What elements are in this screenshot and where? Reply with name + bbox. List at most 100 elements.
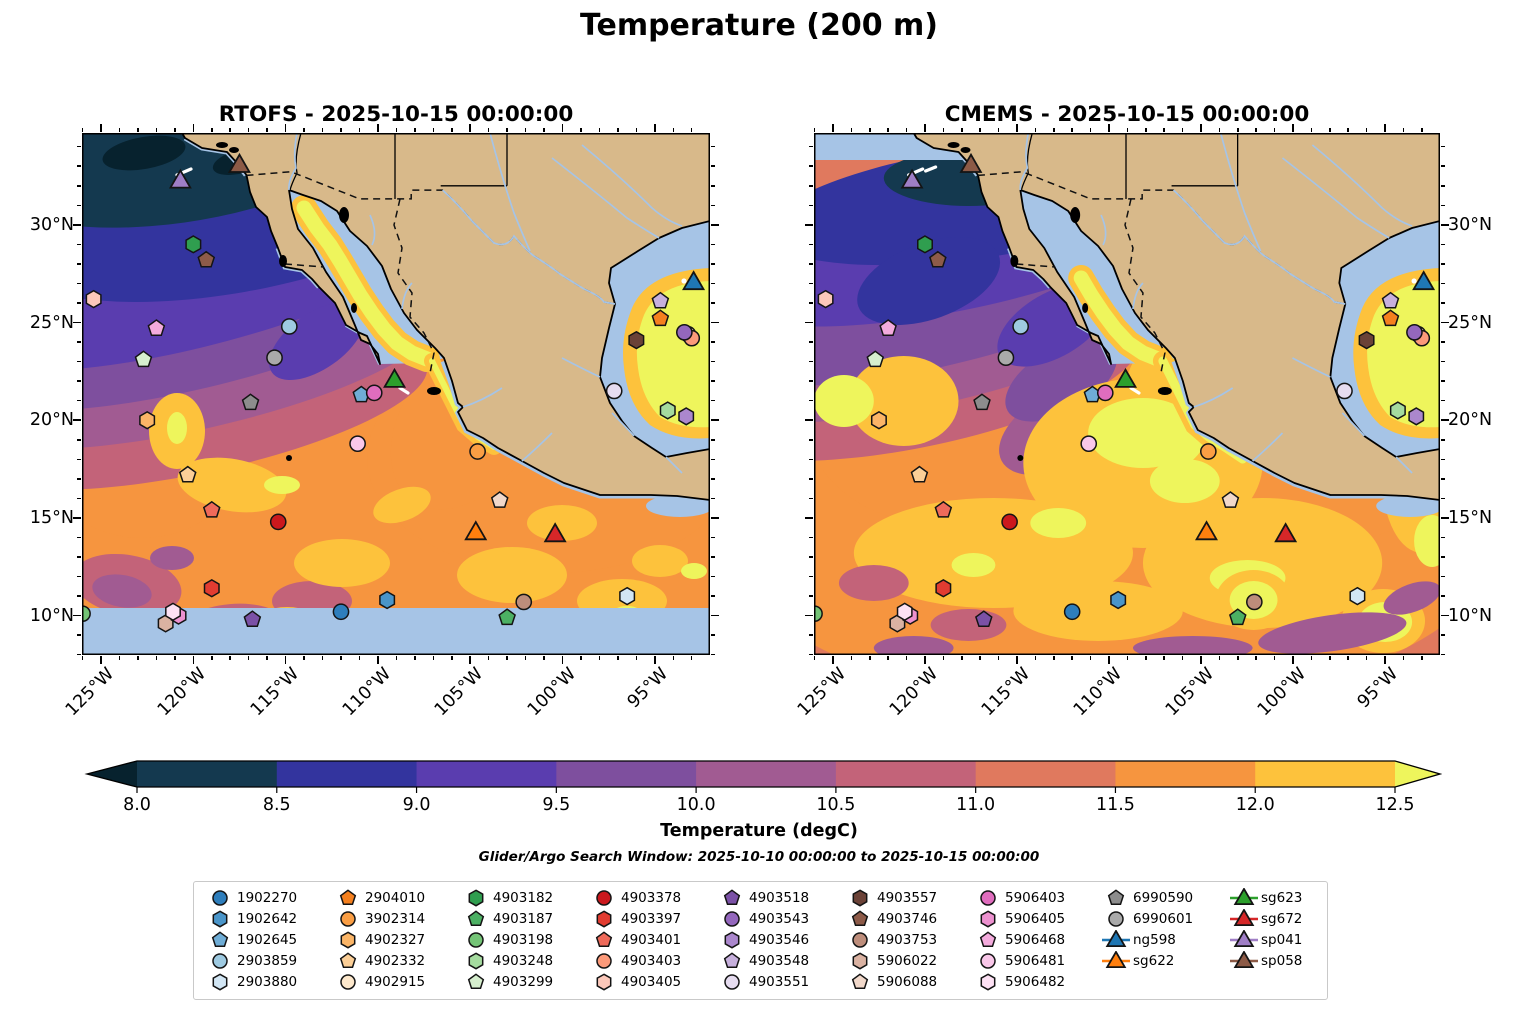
axis-tick bbox=[524, 656, 527, 660]
axis-tick bbox=[77, 185, 81, 187]
legend-item-6990601: 6990601 bbox=[1101, 909, 1193, 929]
axis-tick bbox=[1441, 536, 1445, 539]
legend-label: 4903401 bbox=[621, 932, 682, 948]
axis-tick bbox=[1163, 656, 1165, 660]
float-marker-icon bbox=[340, 911, 356, 927]
lon-tick-label: 110°W bbox=[338, 664, 396, 721]
lon-tick-label: 105°W bbox=[431, 664, 488, 721]
axis-tick bbox=[1347, 128, 1349, 132]
float-marker-icon bbox=[1107, 889, 1125, 905]
panel-title-cmems: CMEMS - 2025-10-15 00:00:00 bbox=[944, 102, 1310, 127]
platform-marker-6990590 bbox=[973, 393, 991, 411]
axis-tick bbox=[137, 128, 139, 132]
axis-tick bbox=[1329, 128, 1331, 132]
platform-marker-sg622 bbox=[464, 520, 488, 541]
axis-tick bbox=[1441, 634, 1445, 636]
axis-tick bbox=[1292, 656, 1294, 664]
platform-marker-6990601 bbox=[997, 349, 1015, 367]
platform-marker-4903182 bbox=[185, 235, 202, 254]
axis-tick bbox=[77, 634, 81, 636]
axis-tick bbox=[1273, 656, 1276, 660]
axis-tick bbox=[1071, 656, 1073, 660]
axis-tick bbox=[711, 497, 715, 500]
platform-marker-6990590 bbox=[1107, 889, 1125, 905]
axis-tick bbox=[81, 128, 84, 132]
legend-label: 4902327 bbox=[365, 932, 426, 948]
platform-marker-4903551 bbox=[724, 974, 740, 990]
platform-marker-ng598 bbox=[682, 270, 706, 291]
axis-tick bbox=[805, 517, 813, 519]
legend-label: 4903551 bbox=[749, 974, 810, 990]
colorbar-tick-label: 9.5 bbox=[542, 795, 571, 815]
axis-tick bbox=[1441, 380, 1445, 382]
lat-tick-label: 25°N bbox=[1448, 312, 1493, 333]
platform-marker-4903401 bbox=[934, 500, 953, 518]
platform-marker-4903405 bbox=[596, 973, 612, 991]
platform-marker-5906482 bbox=[896, 602, 913, 621]
platform-marker-4903543 bbox=[1406, 323, 1423, 341]
legend-item-2904010: 2904010 bbox=[333, 888, 425, 908]
platform-marker-4903378 bbox=[1001, 513, 1018, 531]
lon-tick-label: 100°W bbox=[1253, 664, 1311, 721]
axis-tick bbox=[1384, 124, 1386, 132]
platform-marker-4903299 bbox=[866, 350, 885, 368]
platform-marker-4903378 bbox=[269, 513, 287, 531]
axis-tick bbox=[711, 321, 719, 324]
axis-tick bbox=[805, 614, 813, 617]
legend-item-1902270: 1902270 bbox=[205, 888, 297, 908]
axis-tick bbox=[1218, 656, 1221, 660]
float-marker-icon bbox=[339, 889, 357, 905]
axis-tick bbox=[174, 128, 176, 132]
axis-tick bbox=[850, 128, 853, 132]
legend-item-sp041: sp041 bbox=[1229, 930, 1302, 950]
axis-tick bbox=[1441, 145, 1445, 148]
axis-tick bbox=[809, 302, 813, 304]
axis-tick bbox=[1441, 165, 1445, 167]
platform-marker-4903543 bbox=[675, 323, 693, 341]
platform-marker-sp041 bbox=[168, 168, 192, 189]
axis-tick bbox=[711, 380, 715, 382]
axis-tick bbox=[850, 656, 853, 660]
platform-marker-4902332 bbox=[339, 952, 357, 968]
glider-marker-icon bbox=[1102, 951, 1130, 969]
axis-tick bbox=[1237, 656, 1239, 660]
platform-marker-5906468 bbox=[147, 319, 166, 336]
platform-marker-4903746 bbox=[929, 250, 947, 268]
lat-tick-label: 20°N bbox=[1448, 410, 1493, 431]
platform-legend: 1902270 1902642 1902645 2903859 2903880 29040… bbox=[193, 881, 1328, 1000]
axis-tick bbox=[229, 128, 231, 132]
axis-tick bbox=[1089, 656, 1092, 660]
platform-marker-4903557 bbox=[1358, 330, 1375, 350]
platform-marker-4903378 bbox=[596, 890, 612, 906]
axis-tick bbox=[905, 128, 908, 132]
axis-tick bbox=[711, 556, 715, 558]
float-marker-icon bbox=[851, 910, 869, 926]
platform-marker-4902332 bbox=[910, 465, 929, 483]
axis-tick bbox=[211, 128, 213, 132]
legend-label: 4903543 bbox=[749, 911, 810, 927]
platform-marker-4903753 bbox=[852, 932, 868, 948]
axis-tick bbox=[487, 128, 490, 132]
platform-marker-sp041 bbox=[900, 168, 924, 189]
legend-item-4902332: 4902332 bbox=[333, 951, 425, 971]
platform-marker-sg622 bbox=[1195, 520, 1218, 541]
axis-tick bbox=[543, 128, 545, 132]
platform-marker-4902332 bbox=[178, 465, 197, 483]
platform-marker-1902270 bbox=[332, 603, 350, 621]
platform-marker-5906088 bbox=[490, 491, 509, 508]
axis-tick bbox=[809, 634, 813, 636]
axis-tick bbox=[1292, 124, 1294, 132]
axis-tick bbox=[77, 282, 81, 285]
axis-tick bbox=[809, 653, 813, 656]
platform-marker-4903746 bbox=[197, 250, 216, 268]
axis-tick bbox=[617, 128, 619, 132]
axis-tick bbox=[77, 439, 81, 441]
axis-tick bbox=[1441, 185, 1445, 187]
axis-tick bbox=[1441, 458, 1445, 461]
axis-tick bbox=[1034, 128, 1037, 132]
axis-tick bbox=[155, 656, 158, 660]
axis-tick bbox=[1421, 656, 1423, 660]
legend-item-1902645: 1902645 bbox=[205, 930, 297, 950]
legend-label: sg672 bbox=[1261, 911, 1303, 927]
